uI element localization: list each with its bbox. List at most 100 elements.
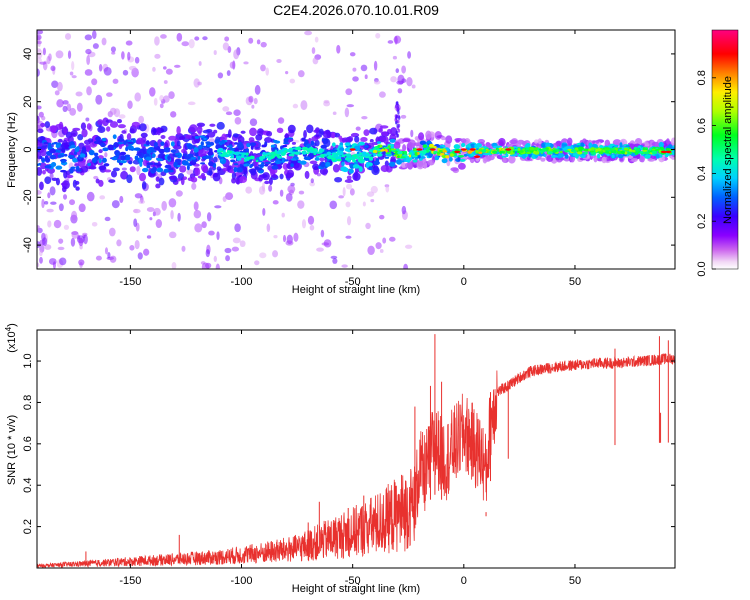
- spectrogram-cell: [231, 171, 237, 181]
- spectrogram-cell: [349, 157, 354, 161]
- spectrogram-cell: [354, 136, 360, 143]
- spectrogram-noise-cell: [143, 248, 150, 256]
- spectrogram-noise-cell: [248, 37, 254, 44]
- spectrogram-noise-cell: [121, 51, 125, 60]
- spectrogram-cell: [149, 150, 157, 153]
- spectrogram-cell: [564, 154, 569, 159]
- spectrogram-cell: [388, 161, 396, 167]
- spectrogram-noise-cell: [174, 64, 181, 68]
- spectrogram-cell: [216, 121, 225, 130]
- spectrogram-cell: [526, 151, 532, 155]
- spectrogram-cell: [438, 149, 443, 153]
- spectrogram-cell: [453, 154, 457, 156]
- spectrogram-cell: [259, 156, 264, 161]
- spectrogram-cell: [620, 150, 625, 155]
- spectrogram-noise-cell: [84, 69, 93, 76]
- spectrogram-noise-cell: [336, 44, 341, 54]
- spectrogram-noise-cell: [170, 111, 177, 118]
- spectrogram-cell: [341, 154, 346, 157]
- spectrogram-noise-cell: [320, 229, 325, 238]
- spectrogram-cell: [72, 127, 81, 131]
- spectrogram-cell: [492, 150, 498, 154]
- spectrogram-cell: [408, 141, 413, 151]
- spectrogram-cell: [264, 161, 272, 164]
- spectrogram-noise-cell: [349, 52, 356, 57]
- spectrogram-cell: [583, 148, 589, 152]
- spectrogram-noise-cell: [390, 76, 397, 83]
- spectrogram-noise-cell: [91, 222, 98, 227]
- spectrogram-cell: [353, 171, 358, 180]
- spectrogram-cell: [66, 174, 74, 179]
- spectrogram-cell: [156, 126, 162, 136]
- spectrogram-noise-cell: [289, 78, 296, 84]
- spectrogram-y-axis-label: Frequency (Hz): [6, 112, 18, 188]
- spectrogram-cell: [552, 149, 557, 153]
- spectrogram-noise-cell: [62, 100, 69, 105]
- spectrogram-noise-cell: [260, 41, 267, 48]
- spectrogram-noise-cell: [37, 34, 42, 41]
- spectrogram-cell: [525, 142, 531, 148]
- spectrogram-cell: [567, 137, 573, 146]
- spectrogram-cell: [372, 149, 378, 154]
- spectrogram-noise-cell: [193, 78, 200, 88]
- spectrogram-noise-cell: [314, 36, 319, 43]
- spectrogram-cell: [475, 149, 479, 153]
- spectrogram-cell: [46, 167, 55, 174]
- spectrogram-cell: [627, 151, 632, 155]
- spectrogram-cell: [246, 143, 251, 148]
- spectrogram-cell: [292, 147, 297, 150]
- spectrogram-cell: [123, 140, 127, 145]
- spectrogram-x-tick-label: -50: [345, 276, 361, 288]
- spectrogram-cell: [80, 165, 89, 173]
- colorbar-gradient: [711, 29, 739, 270]
- spectrogram-noise-cell: [58, 238, 64, 244]
- spectrogram-noise-cell: [86, 55, 91, 66]
- spectrogram-cell: [60, 169, 67, 173]
- spectrogram-noise-cell: [277, 117, 285, 124]
- colorbar-tick-label: 0.0: [696, 261, 708, 276]
- spectrogram-noise-cell: [85, 117, 90, 122]
- spectrogram-noise-cell: [155, 219, 162, 229]
- spectrogram-noise-cell: [159, 103, 164, 109]
- colorbar-tick-label: 0.2: [696, 214, 708, 229]
- spectrogram-noise-cell: [370, 198, 375, 203]
- spectrogram-cell: [107, 144, 114, 151]
- spectrogram-cell: [336, 158, 342, 162]
- spectrogram-cell: [97, 155, 104, 160]
- spectrogram-noise-cell: [154, 36, 160, 46]
- spectrogram-cell: [357, 158, 361, 162]
- spectrogram-cell: [332, 163, 340, 173]
- spectrogram-noise-cell: [186, 169, 194, 175]
- spectrogram-cell: [501, 155, 507, 158]
- spectrogram-noise-cell: [254, 84, 261, 95]
- spectrogram-cell: [157, 157, 161, 162]
- spectrogram-cell: [236, 157, 242, 161]
- spectrogram-cell: [422, 144, 428, 149]
- spectrogram-cell: [393, 141, 401, 150]
- spectrogram-noise-cell: [163, 80, 168, 84]
- spectrogram-noise-cell: [243, 61, 249, 65]
- spectrogram-cell: [347, 146, 352, 153]
- colorbar-tick-label: 0.8: [696, 70, 708, 85]
- spectrogram-cell: [400, 160, 405, 163]
- snr-x-tick-label: 0: [461, 575, 467, 587]
- spectrogram-cell: [198, 144, 203, 150]
- spectrogram-cell: [296, 146, 302, 151]
- spectrogram-noise-cell: [111, 51, 116, 55]
- spectrogram-cell: [427, 146, 431, 150]
- spectrogram-cell: [117, 124, 126, 129]
- spectrogram-cell: [509, 139, 518, 145]
- spectrogram-noise-cell: [46, 208, 54, 213]
- spectrogram-x-axis-label: Height of straight line (km): [292, 284, 420, 296]
- snr-x-tick-label: 50: [569, 575, 581, 587]
- spectrogram-peak: [460, 148, 467, 151]
- spectrogram-cell: [250, 168, 257, 176]
- spectrogram-noise-cell: [213, 50, 217, 55]
- spectrogram-noise-cell: [234, 117, 242, 125]
- colorbar: 0.0 0.2 0.4 0.6 0.8 Normalized spectral ampl…: [696, 29, 739, 277]
- spectrogram-cell: [196, 126, 203, 134]
- spectrogram-noise-cell: [349, 188, 355, 196]
- spectrogram-cell: [95, 136, 101, 142]
- spectrogram-cell: [98, 165, 106, 171]
- spectrogram-cell: [130, 138, 135, 141]
